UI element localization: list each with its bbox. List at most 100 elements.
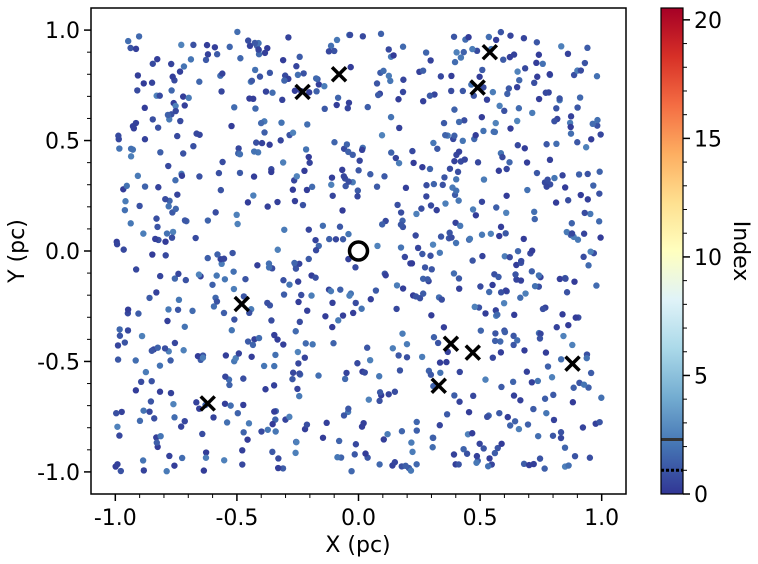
scatter-point (339, 236, 347, 243)
scatter-point (177, 117, 184, 125)
scatter-point (376, 389, 384, 396)
scatter-point (245, 420, 253, 427)
scatter-point (418, 353, 426, 361)
scatter-point (374, 242, 381, 250)
scatter-point (492, 36, 500, 44)
scatter-point (477, 327, 485, 334)
scatter-point (153, 215, 160, 222)
scatter-point (344, 104, 351, 112)
scatter-point (189, 307, 196, 315)
scatter-point (235, 145, 242, 152)
x-tick-label: 1.0 (584, 506, 619, 531)
scatter-point (426, 92, 434, 99)
scatter-point (559, 311, 566, 318)
scatter-point (244, 37, 252, 44)
scatter-point (181, 323, 188, 330)
scatter-point (349, 309, 357, 317)
scatter-point (164, 111, 172, 119)
scatter-point (580, 253, 587, 261)
scatter-point (299, 201, 307, 209)
scatter-point (423, 193, 430, 200)
scatter-point (514, 337, 521, 344)
y-tick-label: 0.0 (45, 240, 80, 265)
scatter-point (455, 275, 463, 282)
scatter-point (380, 436, 387, 443)
scatter-point (437, 369, 444, 376)
scatter-point (264, 299, 271, 307)
scatter-point (274, 198, 281, 206)
scatter-point (396, 124, 403, 132)
scatter-point (169, 228, 177, 236)
scatter-point (332, 236, 340, 243)
scatter-point (335, 317, 342, 324)
scatter-point (575, 171, 583, 178)
scatter-point (295, 360, 302, 367)
scatter-point (499, 153, 506, 161)
scatter-point (312, 236, 319, 244)
scatter-point (389, 345, 397, 352)
scatter-point (434, 145, 441, 152)
scatter-point (326, 235, 333, 243)
scatter-point (304, 121, 311, 128)
scatter-point (258, 428, 265, 435)
scatter-point (517, 397, 524, 404)
scatter-point (165, 203, 172, 210)
scatter-point (576, 94, 584, 101)
scatter-point (234, 409, 242, 417)
scatter-point (345, 99, 353, 106)
scatter-point (305, 226, 312, 233)
scatter-point (500, 299, 508, 307)
scatter-point (204, 51, 212, 58)
scatter-point (414, 244, 422, 252)
scatter-point (232, 354, 239, 362)
scatter-point (308, 292, 315, 299)
scatter-point (569, 341, 576, 349)
scatter-point (333, 101, 340, 109)
scatter-point (539, 305, 547, 313)
scatter-point (587, 369, 595, 377)
scatter-point (296, 260, 303, 267)
scatter-point (154, 344, 161, 351)
scatter-point (440, 324, 448, 331)
scatter-point (469, 257, 476, 264)
scatter-point (461, 117, 468, 124)
cross-marker (430, 377, 447, 394)
scatter-point (587, 210, 594, 218)
cross-marker (199, 395, 216, 412)
scatter-point (254, 262, 261, 269)
scatter-point (427, 371, 435, 378)
scatter-point (340, 173, 348, 180)
scatter-point (460, 48, 467, 56)
scatter-point (140, 467, 148, 474)
scatter-point (474, 159, 482, 166)
scatter-point (358, 305, 365, 312)
scatter-point (562, 275, 569, 282)
scatter-point (171, 462, 178, 469)
scatter-point (593, 282, 600, 289)
scatter-point (341, 375, 349, 383)
scatter-point (388, 149, 395, 156)
scatter-point (347, 63, 354, 71)
scatter-point (574, 104, 581, 111)
scatter-point (343, 369, 350, 377)
scatter-point (156, 388, 164, 395)
scatter-point (321, 105, 328, 113)
scatter-point (315, 81, 323, 88)
scatter-point (281, 77, 288, 84)
scatter-point (246, 95, 253, 102)
scatter-point (461, 156, 468, 163)
scatter-point (285, 34, 292, 41)
scatter-point (153, 439, 160, 446)
scatter-point (465, 408, 473, 416)
scatter-point (211, 44, 219, 51)
scatter-point (268, 168, 275, 176)
scatter-point (447, 87, 455, 95)
scatter-point (553, 140, 560, 148)
scatter-point (403, 340, 411, 348)
scatter-point (516, 76, 523, 84)
scatter-point (199, 430, 206, 438)
scatter-point (430, 180, 438, 188)
scatter-point (281, 226, 288, 233)
scatter-point (305, 153, 312, 161)
scatter-point (346, 31, 354, 39)
